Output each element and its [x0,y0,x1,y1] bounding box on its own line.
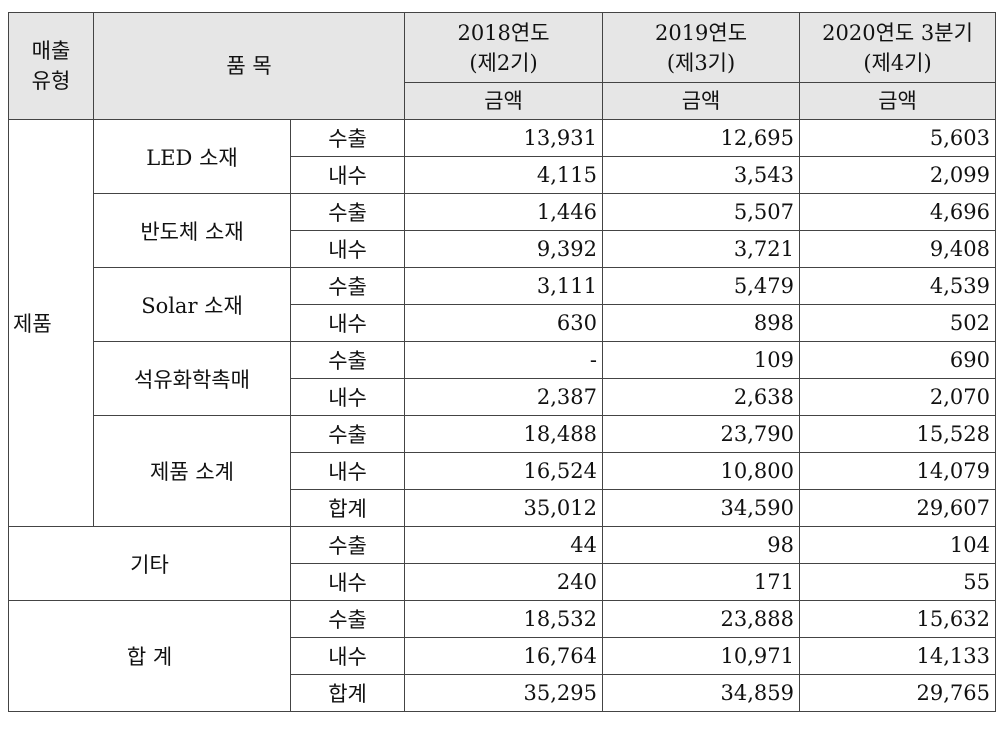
group-name: 반도체 소재 [93,193,291,268]
header-year-2020: 2020연도 3분기 (제4기) [799,12,997,83]
cell-value: 5,479 [602,267,801,305]
cell-value: 4,539 [799,267,997,305]
cell-value: 34,859 [602,674,801,712]
cell-value: 16,524 [404,452,604,490]
cell-value: 2,070 [799,378,997,416]
cell-value: 690 [799,341,997,379]
category-product: 제품 [8,119,94,527]
cell-value: 4,696 [799,193,997,231]
table-row: 제품 소계 수출 18,488 23,790 15,528 [9,415,997,527]
cell-value: 2,638 [602,378,801,416]
cell-value: 898 [602,304,801,342]
cell-value: 16,764 [404,637,604,675]
table-row: 제품 LED 소재 수출 13,931 12,695 5,603 [8,119,997,527]
row-type: 수출 [289,193,406,231]
cell-value: 23,790 [602,415,801,453]
cell-value: 98 [602,526,801,564]
group-name-total: 합 계 [8,600,291,712]
cell-value: 12,695 [602,119,801,157]
table-row: 석유화학촉매 수출 - 109 690 [9,341,997,416]
cell-value: 2,099 [799,156,997,194]
row-type: 수출 [289,341,406,379]
table-row: 합계 35,012 34,590 29,607 [9,489,997,527]
cell-value: - [404,341,604,379]
table-row: 내수 2,387 2,638 2,070 [9,378,997,416]
row-type: 내수 [289,378,406,416]
cell-value: 10,971 [602,637,801,675]
cell-value: 5,603 [799,119,997,157]
header-amount: 금액 [602,82,801,120]
header-year-2018: 2018연도 (제2기) [404,12,604,83]
row-type: 수출 [289,119,406,157]
cell-value: 240 [404,563,604,601]
table-row: 합 계 수출 18,532 23,888 15,632 [8,600,997,712]
cell-value: 630 [404,304,604,342]
cell-value: 104 [799,526,997,564]
cell-value: 14,079 [799,452,997,490]
cell-value: 34,590 [602,489,801,527]
row-type: 내수 [289,563,406,601]
cell-value: 29,765 [799,674,997,712]
cell-value: 55 [799,563,997,601]
row-type: 수출 [289,600,406,638]
table-row: 합계 35,295 34,859 29,765 [9,674,997,712]
row-type: 수출 [289,267,406,305]
group-name: LED 소재 [93,119,291,194]
row-type: 내수 [289,230,406,268]
cell-value: 5,507 [602,193,801,231]
cell-value: 3,111 [404,267,604,305]
header-sales-type: 매출 유형 [8,12,94,120]
header-amount: 금액 [404,82,604,120]
cell-value: 18,532 [404,600,604,638]
table-row: 반도체 소재 수출 1,446 5,507 4,696 [9,193,997,268]
cell-value: 3,721 [602,230,801,268]
row-type: 내수 [289,304,406,342]
row-type: 내수 [289,637,406,675]
cell-value: 502 [799,304,997,342]
cell-value: 29,607 [799,489,997,527]
cell-value: 15,528 [799,415,997,453]
cell-value: 23,888 [602,600,801,638]
group-name: 석유화학촉매 [93,341,291,416]
cell-value: 13,931 [404,119,604,157]
row-type: 합계 [289,674,406,712]
header-year-2019: 2019연도 (제3기) [602,12,801,83]
cell-value: 14,133 [799,637,997,675]
table-row: 내수 16,524 10,800 14,079 [9,452,997,490]
table-row: 내수 630 898 502 [9,304,997,342]
cell-value: 171 [602,563,801,601]
cell-value: 9,392 [404,230,604,268]
cell-value: 1,446 [404,193,604,231]
cell-value: 35,295 [404,674,604,712]
group-name: 제품 소계 [93,415,291,527]
group-name: Solar 소재 [93,267,291,342]
cell-value: 9,408 [799,230,997,268]
row-type: 합계 [289,489,406,527]
table-row: Solar 소재 수출 3,111 5,479 4,539 [9,267,997,342]
row-type: 수출 [289,526,406,564]
cell-value: 2,387 [404,378,604,416]
cell-value: 4,115 [404,156,604,194]
cell-value: 10,800 [602,452,801,490]
row-type: 내수 [289,452,406,490]
cell-value: 18,488 [404,415,604,453]
cell-value: 44 [404,526,604,564]
row-type: 수출 [289,415,406,453]
header-amount: 금액 [799,82,997,120]
table-row: 기타 수출 44 98 104 [8,526,997,601]
header-item: 품 목 [92,12,406,120]
cell-value: 15,632 [799,600,997,638]
row-type: 내수 [289,156,406,194]
sales-table: 매출 유형 품 목 2018연도 (제2기) 2019연도 (제3기) 2020연도… [8,12,997,712]
group-name-other: 기타 [8,526,291,601]
cell-value: 109 [602,341,801,379]
cell-value: 35,012 [404,489,604,527]
cell-value: 3,543 [602,156,801,194]
table-row: 내수 240 171 55 [9,563,997,601]
